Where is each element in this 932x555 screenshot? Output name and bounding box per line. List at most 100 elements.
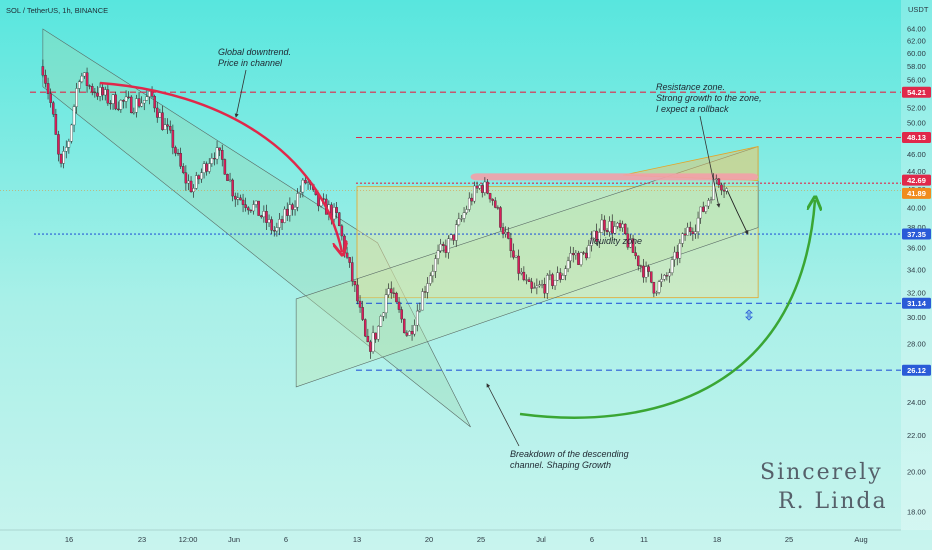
candle <box>353 281 357 286</box>
candle <box>452 234 455 241</box>
candle <box>343 235 346 254</box>
y-tick-label: 28.00 <box>907 339 926 348</box>
y-tick-label: 36.00 <box>907 244 926 253</box>
candle <box>62 151 65 164</box>
candle <box>213 158 216 160</box>
overlay-drawings <box>726 190 749 235</box>
candle <box>163 124 167 130</box>
candle <box>413 325 416 335</box>
candle <box>543 284 546 294</box>
candle <box>337 212 341 227</box>
candle <box>540 284 544 286</box>
candle <box>688 227 692 232</box>
time-axis: 16 23 12:00 Jun 6 13 20 25 Jul 6 11 18 25 Aug <box>65 535 868 544</box>
liquidity-zone <box>470 173 759 181</box>
y-tick-label: 32.00 <box>907 288 926 297</box>
candle <box>392 292 396 294</box>
candle <box>441 243 445 247</box>
y-tick-label: 34.00 <box>907 265 926 274</box>
y-tick-label: 50.00 <box>907 118 926 127</box>
candle <box>616 222 619 227</box>
candle <box>402 318 406 334</box>
y-tick-label: 64.00 <box>907 25 926 34</box>
price-tag-bg <box>902 187 931 199</box>
candle <box>98 87 102 97</box>
candle <box>109 102 112 105</box>
y-tick-label: 44.00 <box>907 167 926 176</box>
price-tag: 42.69 <box>902 174 931 186</box>
candle <box>506 232 510 239</box>
note-resistance-zone-text: Resistance zone. Strong growth to the zon… <box>656 82 762 114</box>
candle <box>566 260 570 269</box>
price-tag: 37.35 <box>902 228 931 240</box>
candle <box>288 204 292 216</box>
candle <box>652 282 656 294</box>
candle <box>532 287 536 289</box>
candle <box>657 281 661 293</box>
crosshair-icon[interactable] <box>745 309 753 321</box>
y-tick-label: 60.00 <box>907 49 926 58</box>
candle <box>662 275 666 280</box>
candle <box>590 237 593 246</box>
candle <box>215 147 219 160</box>
candle <box>90 86 94 93</box>
candle <box>421 291 424 311</box>
candle <box>267 219 271 223</box>
candle <box>361 307 364 320</box>
candle <box>556 272 559 281</box>
candle <box>558 272 562 280</box>
candle <box>608 221 611 233</box>
candle <box>720 184 723 191</box>
candle <box>717 178 721 186</box>
x-tick-label: 6 <box>590 535 594 544</box>
candle <box>80 75 84 82</box>
candle <box>449 234 453 239</box>
candle <box>46 83 50 94</box>
ascending-channel <box>295 146 759 388</box>
candle <box>155 107 159 118</box>
symbol-title: SOL / TetherUS, 1h, BINANCE <box>6 6 108 15</box>
candle <box>545 275 549 294</box>
candle <box>465 209 468 213</box>
candle <box>712 179 715 200</box>
candle <box>577 252 580 265</box>
candle <box>436 250 440 259</box>
candle <box>595 230 598 242</box>
candle <box>660 279 663 282</box>
candle <box>623 223 627 235</box>
candle <box>613 226 617 234</box>
candle <box>618 222 622 228</box>
candle <box>655 292 658 294</box>
candle <box>551 274 554 286</box>
candle <box>681 233 684 244</box>
candle <box>699 206 702 219</box>
candle <box>642 265 645 278</box>
candle <box>636 255 640 266</box>
candle <box>356 284 359 302</box>
price-tag-label: 48.13 <box>907 133 926 142</box>
price-tag-bg <box>902 174 931 186</box>
candle <box>158 112 162 118</box>
candle <box>236 197 240 200</box>
candle <box>291 204 294 210</box>
candle <box>405 332 409 336</box>
candle <box>106 89 110 104</box>
price-tag-bg <box>902 132 931 144</box>
y-tick-label: 62.00 <box>907 37 926 46</box>
candles <box>41 59 728 359</box>
y-tick-label: 20.00 <box>907 467 926 476</box>
candle <box>218 147 221 151</box>
candle <box>252 204 255 212</box>
candle <box>142 99 146 104</box>
candle <box>587 245 591 259</box>
candle <box>686 227 689 236</box>
candle <box>415 310 419 326</box>
candle <box>722 189 726 192</box>
candle <box>101 87 104 96</box>
candle <box>272 230 276 232</box>
candle <box>161 112 164 130</box>
drawing-zones <box>42 28 759 428</box>
candle <box>246 207 250 211</box>
